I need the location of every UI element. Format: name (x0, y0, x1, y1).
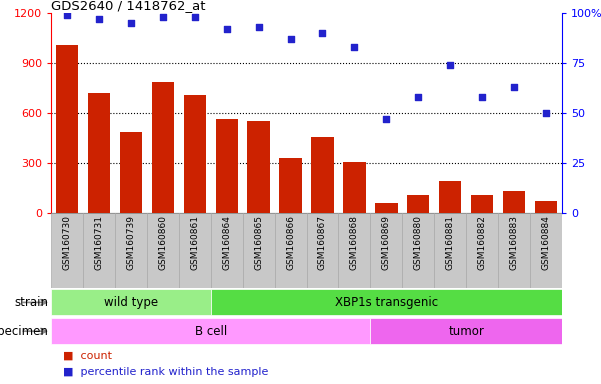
Bar (466, 213, 498, 288)
Bar (407, 195, 430, 213)
Text: GSM160883: GSM160883 (510, 215, 519, 270)
Bar (83, 213, 115, 288)
Bar (402, 213, 435, 288)
Bar (211, 290, 562, 315)
Bar (370, 213, 402, 288)
Text: GSM160881: GSM160881 (446, 215, 455, 270)
Text: GSM160869: GSM160869 (382, 215, 391, 270)
Bar (51, 213, 83, 288)
Point (158, 14, 168, 20)
Point (350, 44, 359, 50)
Text: B cell: B cell (195, 325, 227, 338)
Bar (115, 213, 147, 288)
Point (477, 94, 487, 100)
Text: specimen: specimen (0, 325, 48, 338)
Bar (343, 162, 365, 213)
Bar (530, 213, 562, 288)
Bar (183, 95, 206, 213)
Text: wild type: wild type (104, 296, 158, 309)
Bar (370, 318, 562, 344)
Bar (216, 119, 238, 213)
Text: GSM160865: GSM160865 (254, 215, 263, 270)
Text: tumor: tumor (448, 325, 484, 338)
Text: GSM160864: GSM160864 (222, 215, 231, 270)
Text: GSM160731: GSM160731 (94, 215, 103, 270)
Bar (434, 213, 466, 288)
Bar (338, 213, 370, 288)
Bar (307, 213, 338, 288)
Point (190, 14, 200, 20)
Bar (51, 290, 211, 315)
Point (126, 20, 136, 26)
Point (222, 26, 231, 33)
Bar (248, 121, 270, 213)
Point (285, 36, 295, 43)
Bar (275, 213, 307, 288)
Point (413, 94, 423, 100)
Point (445, 62, 455, 68)
Point (318, 30, 328, 36)
Text: GSM160882: GSM160882 (478, 215, 487, 270)
Bar (535, 200, 557, 213)
Point (63, 12, 72, 18)
Text: GSM160739: GSM160739 (126, 215, 135, 270)
Text: GSM160867: GSM160867 (318, 215, 327, 270)
Bar (120, 132, 142, 213)
Bar (211, 213, 243, 288)
Bar (279, 158, 302, 213)
Bar (56, 45, 78, 213)
Text: GSM160880: GSM160880 (413, 215, 423, 270)
Bar (498, 213, 530, 288)
Point (509, 84, 519, 90)
Text: GSM160730: GSM160730 (63, 215, 72, 270)
Text: GSM160884: GSM160884 (542, 215, 551, 270)
Bar (51, 318, 370, 344)
Bar (151, 82, 174, 213)
Point (254, 24, 263, 30)
Bar (375, 203, 397, 213)
Text: ■  count: ■ count (63, 351, 112, 361)
Text: XBP1s transgenic: XBP1s transgenic (335, 296, 438, 309)
Bar (439, 181, 462, 213)
Text: GDS2640 / 1418762_at: GDS2640 / 1418762_at (51, 0, 206, 12)
Point (541, 110, 551, 116)
Bar (179, 213, 211, 288)
Bar (88, 93, 110, 213)
Text: GSM160860: GSM160860 (158, 215, 167, 270)
Point (94, 17, 104, 23)
Text: ■  percentile rank within the sample: ■ percentile rank within the sample (63, 366, 269, 377)
Bar (471, 195, 493, 213)
Bar (147, 213, 179, 288)
Bar (243, 213, 275, 288)
Bar (311, 137, 334, 213)
Text: GSM160861: GSM160861 (191, 215, 200, 270)
Text: strain: strain (14, 296, 48, 309)
Point (382, 116, 391, 122)
Bar (503, 192, 525, 213)
Text: GSM160868: GSM160868 (350, 215, 359, 270)
Text: GSM160866: GSM160866 (286, 215, 295, 270)
